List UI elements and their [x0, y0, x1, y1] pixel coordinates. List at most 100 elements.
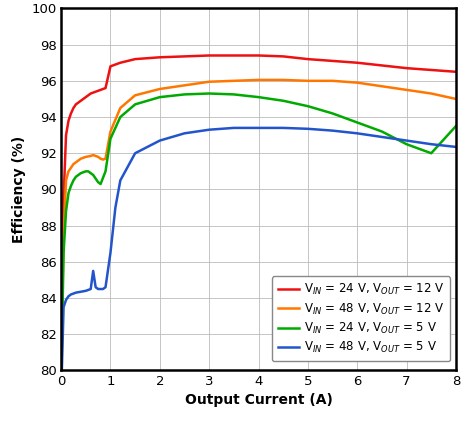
V$_{IN}$ = 48 V, V$_{OUT}$ = 12 V — [429, 91, 434, 96]
V$_{IN}$ = 48 V, V$_{OUT}$ = 5 V — [429, 141, 434, 147]
V$_{IN}$ = 48 V, V$_{OUT}$ = 12 V — [88, 153, 94, 158]
V$_{IN}$ = 48 V, V$_{OUT}$ = 5 V — [133, 151, 138, 156]
V$_{IN}$ = 24 V, V$_{OUT}$ = 12 V — [429, 67, 434, 72]
Line: V$_{IN}$ = 48 V, V$_{OUT}$ = 12 V: V$_{IN}$ = 48 V, V$_{OUT}$ = 12 V — [62, 80, 456, 349]
V$_{IN}$ = 48 V, V$_{OUT}$ = 12 V — [231, 78, 236, 83]
V$_{IN}$ = 48 V, V$_{OUT}$ = 5 V — [90, 268, 96, 273]
V$_{IN}$ = 24 V, V$_{OUT}$ = 5 V — [61, 250, 66, 255]
V$_{IN}$ = 24 V, V$_{OUT}$ = 5 V — [68, 183, 74, 188]
V$_{IN}$ = 24 V, V$_{OUT}$ = 12 V — [80, 96, 86, 101]
V$_{IN}$ = 24 V, V$_{OUT}$ = 5 V — [330, 111, 336, 116]
V$_{IN}$ = 24 V, V$_{OUT}$ = 12 V — [231, 53, 236, 58]
V$_{IN}$ = 48 V, V$_{OUT}$ = 12 V — [108, 129, 113, 134]
V$_{IN}$ = 24 V, V$_{OUT}$ = 12 V — [305, 56, 311, 61]
V$_{IN}$ = 48 V, V$_{OUT}$ = 12 V — [95, 155, 101, 160]
V$_{IN}$ = 48 V, V$_{OUT}$ = 12 V — [59, 346, 64, 351]
V$_{IN}$ = 24 V, V$_{OUT}$ = 5 V — [108, 136, 113, 141]
V$_{IN}$ = 48 V, V$_{OUT}$ = 12 V — [453, 96, 459, 101]
V$_{IN}$ = 48 V, V$_{OUT}$ = 12 V — [63, 178, 69, 183]
V$_{IN}$ = 24 V, V$_{OUT}$ = 5 V — [157, 95, 163, 100]
V$_{IN}$ = 48 V, V$_{OUT}$ = 5 V — [108, 250, 113, 255]
V$_{IN}$ = 24 V, V$_{OUT}$ = 5 V — [66, 191, 71, 196]
V$_{IN}$ = 24 V, V$_{OUT}$ = 12 V — [453, 69, 459, 74]
V$_{IN}$ = 48 V, V$_{OUT}$ = 5 V — [59, 377, 64, 382]
V$_{IN}$ = 24 V, V$_{OUT}$ = 12 V — [78, 98, 84, 103]
V$_{IN}$ = 48 V, V$_{OUT}$ = 12 V — [157, 86, 163, 91]
V$_{IN}$ = 48 V, V$_{OUT}$ = 12 V — [83, 155, 89, 160]
V$_{IN}$ = 48 V, V$_{OUT}$ = 5 V — [379, 134, 384, 139]
V$_{IN}$ = 24 V, V$_{OUT}$ = 5 V — [59, 359, 64, 364]
V$_{IN}$ = 48 V, V$_{OUT}$ = 12 V — [66, 169, 71, 174]
V$_{IN}$ = 24 V, V$_{OUT}$ = 12 V — [206, 53, 212, 58]
V$_{IN}$ = 24 V, V$_{OUT}$ = 5 V — [90, 173, 96, 178]
Legend: V$_{IN}$ = 24 V, V$_{OUT}$ = 12 V, V$_{IN}$ = 48 V, V$_{OUT}$ = 12 V, V$_{IN}$ =: V$_{IN}$ = 24 V, V$_{OUT}$ = 12 V, V$_{I… — [272, 276, 450, 361]
V$_{IN}$ = 24 V, V$_{OUT}$ = 5 V — [78, 171, 84, 176]
V$_{IN}$ = 48 V, V$_{OUT}$ = 5 V — [83, 288, 89, 293]
V$_{IN}$ = 24 V, V$_{OUT}$ = 12 V — [86, 93, 91, 98]
V$_{IN}$ = 48 V, V$_{OUT}$ = 12 V — [118, 105, 123, 110]
V$_{IN}$ = 48 V, V$_{OUT}$ = 5 V — [113, 205, 118, 210]
V$_{IN}$ = 24 V, V$_{OUT}$ = 5 V — [453, 123, 459, 128]
V$_{IN}$ = 48 V, V$_{OUT}$ = 12 V — [100, 157, 106, 162]
V$_{IN}$ = 24 V, V$_{OUT}$ = 5 V — [404, 141, 409, 147]
V$_{IN}$ = 48 V, V$_{OUT}$ = 12 V — [68, 165, 74, 170]
V$_{IN}$ = 48 V, V$_{OUT}$ = 12 V — [93, 153, 99, 158]
V$_{IN}$ = 24 V, V$_{OUT}$ = 5 V — [95, 180, 101, 185]
V$_{IN}$ = 24 V, V$_{OUT}$ = 5 V — [73, 174, 79, 179]
V$_{IN}$ = 48 V, V$_{OUT}$ = 5 V — [404, 138, 409, 143]
V$_{IN}$ = 24 V, V$_{OUT}$ = 5 V — [256, 95, 261, 100]
V$_{IN}$ = 48 V, V$_{OUT}$ = 5 V — [181, 131, 187, 136]
V$_{IN}$ = 24 V, V$_{OUT}$ = 5 V — [280, 98, 286, 103]
V$_{IN}$ = 48 V, V$_{OUT}$ = 12 V — [70, 162, 76, 167]
V$_{IN}$ = 24 V, V$_{OUT}$ = 12 V — [98, 87, 103, 92]
V$_{IN}$ = 48 V, V$_{OUT}$ = 5 V — [305, 126, 311, 131]
V$_{IN}$ = 48 V, V$_{OUT}$ = 5 V — [78, 289, 84, 294]
V$_{IN}$ = 24 V, V$_{OUT}$ = 5 V — [429, 151, 434, 156]
V$_{IN}$ = 24 V, V$_{OUT}$ = 12 V — [108, 64, 113, 69]
Y-axis label: Efficiency (%): Efficiency (%) — [12, 136, 26, 243]
V$_{IN}$ = 48 V, V$_{OUT}$ = 5 V — [95, 286, 101, 291]
Line: V$_{IN}$ = 24 V, V$_{OUT}$ = 12 V: V$_{IN}$ = 24 V, V$_{OUT}$ = 12 V — [62, 56, 456, 352]
V$_{IN}$ = 48 V, V$_{OUT}$ = 5 V — [256, 125, 261, 131]
V$_{IN}$ = 24 V, V$_{OUT}$ = 12 V — [70, 105, 76, 110]
V$_{IN}$ = 48 V, V$_{OUT}$ = 5 V — [100, 286, 106, 291]
V$_{IN}$ = 48 V, V$_{OUT}$ = 5 V — [98, 286, 103, 291]
V$_{IN}$ = 48 V, V$_{OUT}$ = 12 V — [256, 77, 261, 83]
V$_{IN}$ = 48 V, V$_{OUT}$ = 5 V — [61, 304, 66, 309]
V$_{IN}$ = 24 V, V$_{OUT}$ = 5 V — [70, 178, 76, 183]
V$_{IN}$ = 24 V, V$_{OUT}$ = 12 V — [133, 56, 138, 61]
V$_{IN}$ = 48 V, V$_{OUT}$ = 5 V — [453, 144, 459, 149]
V$_{IN}$ = 48 V, V$_{OUT}$ = 12 V — [354, 80, 360, 85]
V$_{IN}$ = 24 V, V$_{OUT}$ = 5 V — [181, 92, 187, 97]
V$_{IN}$ = 24 V, V$_{OUT}$ = 12 V — [404, 66, 409, 71]
V$_{IN}$ = 48 V, V$_{OUT}$ = 12 V — [61, 232, 66, 237]
V$_{IN}$ = 48 V, V$_{OUT}$ = 12 V — [102, 156, 108, 161]
V$_{IN}$ = 48 V, V$_{OUT}$ = 5 V — [88, 286, 94, 291]
V$_{IN}$ = 48 V, V$_{OUT}$ = 12 V — [280, 77, 286, 83]
V$_{IN}$ = 24 V, V$_{OUT}$ = 12 V — [354, 60, 360, 65]
V$_{IN}$ = 24 V, V$_{OUT}$ = 12 V — [83, 95, 89, 100]
V$_{IN}$ = 24 V, V$_{OUT}$ = 5 V — [86, 169, 91, 174]
V$_{IN}$ = 48 V, V$_{OUT}$ = 5 V — [231, 125, 236, 131]
V$_{IN}$ = 48 V, V$_{OUT}$ = 12 V — [181, 83, 187, 88]
V$_{IN}$ = 48 V, V$_{OUT}$ = 5 V — [66, 294, 71, 299]
V$_{IN}$ = 24 V, V$_{OUT}$ = 12 V — [280, 54, 286, 59]
V$_{IN}$ = 48 V, V$_{OUT}$ = 12 V — [76, 158, 81, 163]
V$_{IN}$ = 24 V, V$_{OUT}$ = 12 V — [73, 102, 79, 107]
V$_{IN}$ = 24 V, V$_{OUT}$ = 5 V — [379, 129, 384, 134]
V$_{IN}$ = 24 V, V$_{OUT}$ = 12 V — [66, 118, 71, 123]
V$_{IN}$ = 48 V, V$_{OUT}$ = 5 V — [330, 128, 336, 133]
V$_{IN}$ = 48 V, V$_{OUT}$ = 5 V — [157, 138, 163, 143]
V$_{IN}$ = 24 V, V$_{OUT}$ = 12 V — [157, 55, 163, 60]
X-axis label: Output Current (A): Output Current (A) — [185, 393, 332, 407]
V$_{IN}$ = 24 V, V$_{OUT}$ = 5 V — [133, 102, 138, 107]
V$_{IN}$ = 48 V, V$_{OUT}$ = 5 V — [280, 125, 286, 131]
V$_{IN}$ = 24 V, V$_{OUT}$ = 5 V — [93, 176, 99, 181]
V$_{IN}$ = 24 V, V$_{OUT}$ = 5 V — [76, 173, 81, 178]
V$_{IN}$ = 24 V, V$_{OUT}$ = 12 V — [61, 196, 66, 201]
V$_{IN}$ = 24 V, V$_{OUT}$ = 5 V — [98, 181, 103, 187]
V$_{IN}$ = 48 V, V$_{OUT}$ = 12 V — [90, 152, 96, 157]
V$_{IN}$ = 24 V, V$_{OUT}$ = 5 V — [231, 92, 236, 97]
V$_{IN}$ = 24 V, V$_{OUT}$ = 5 V — [63, 209, 69, 214]
V$_{IN}$ = 48 V, V$_{OUT}$ = 5 V — [93, 285, 99, 290]
